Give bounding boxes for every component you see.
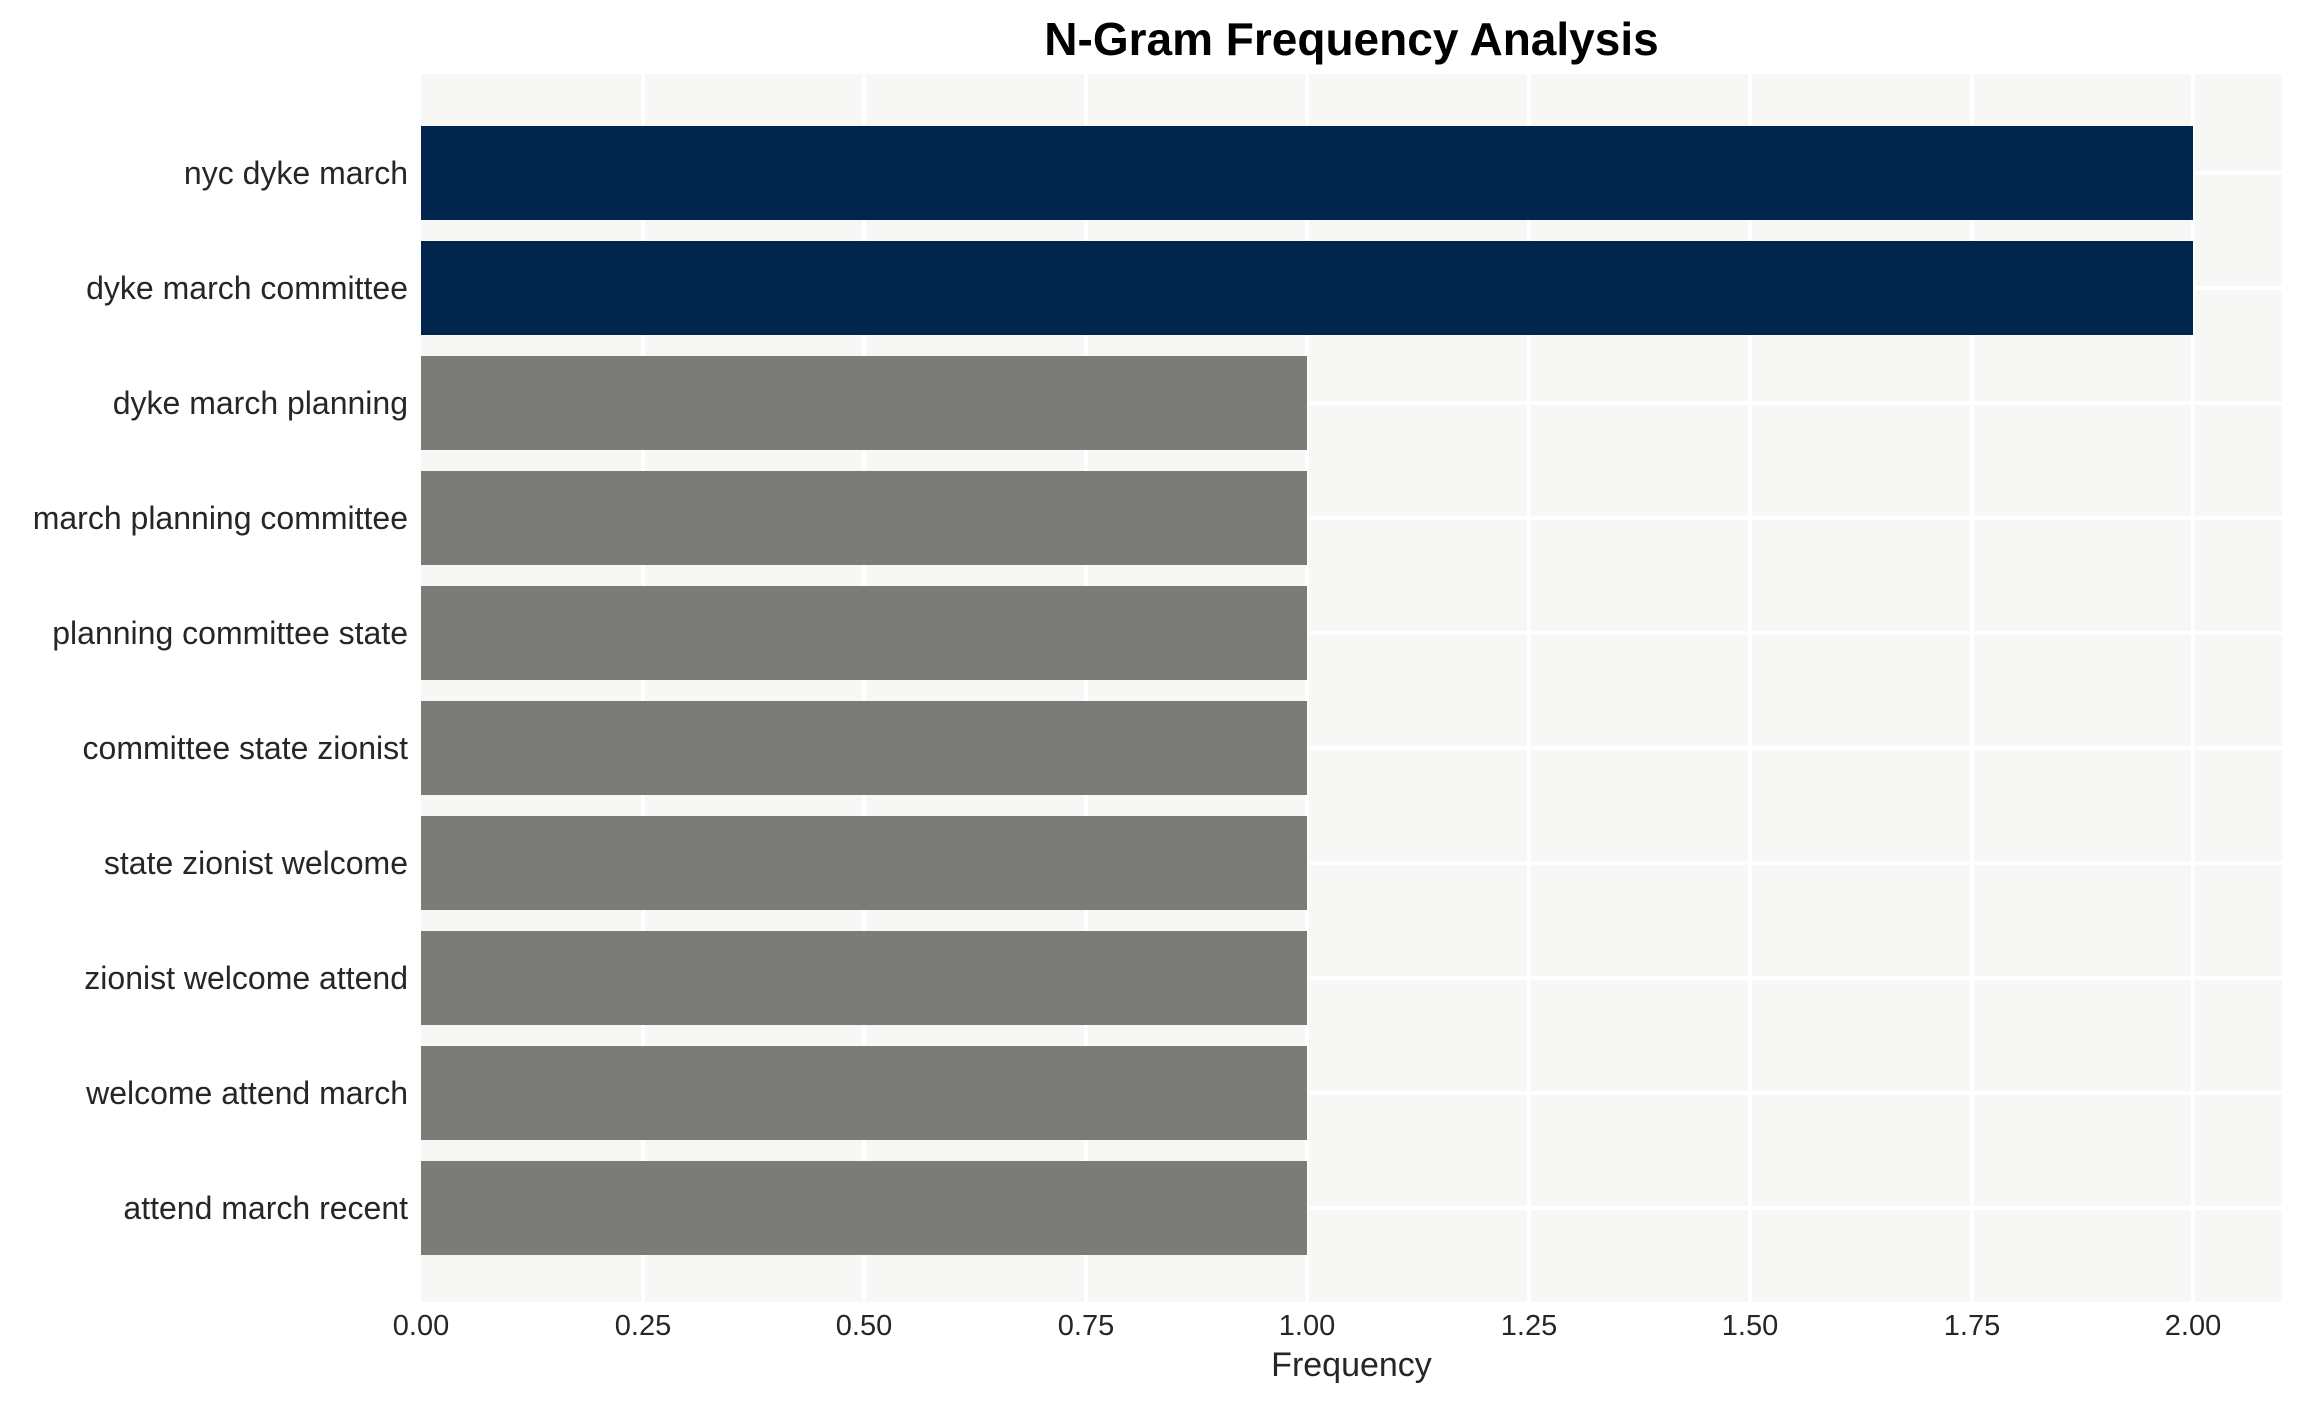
gridline-vertical — [1748, 74, 1752, 1302]
gridline-vertical — [862, 74, 866, 1302]
gridline-horizontal — [421, 631, 2282, 635]
bar — [421, 126, 2193, 220]
bar — [421, 356, 1307, 450]
x-tick-label: 1.25 — [1500, 1310, 1558, 1342]
bar — [421, 1046, 1307, 1140]
bar — [421, 586, 1307, 680]
gridline-vertical — [1970, 74, 1974, 1302]
chart-title: N-Gram Frequency Analysis — [1044, 13, 1659, 65]
bar — [421, 701, 1307, 795]
bar — [421, 816, 1307, 910]
gridline-vertical — [1305, 74, 1309, 1302]
category-label: committee state zionist — [82, 730, 408, 766]
x-tick-label: 0.50 — [835, 1310, 893, 1342]
category-label: march planning committee — [32, 500, 408, 536]
x-tick-label: 0.25 — [614, 1310, 672, 1342]
category-label: attend march recent — [123, 1190, 408, 1226]
gridline-horizontal — [421, 401, 2282, 405]
category-label: dyke march planning — [112, 385, 408, 421]
gridline-vertical — [641, 74, 645, 1302]
gridline-horizontal — [421, 1206, 2282, 1210]
category-label: dyke march committee — [86, 270, 408, 306]
bar — [421, 1161, 1307, 1255]
category-label: zionist welcome attend — [84, 960, 408, 996]
x-tick-label: 0.00 — [392, 1310, 450, 1342]
x-tick-label: 0.75 — [1057, 1310, 1115, 1342]
x-tick-label: 1.50 — [1721, 1310, 1779, 1342]
bar — [421, 241, 2193, 335]
gridline-vertical — [2191, 74, 2195, 1302]
x-tick-label: 1.00 — [1278, 1310, 1336, 1342]
gridline-vertical — [1527, 74, 1531, 1302]
gridline-vertical — [1084, 74, 1088, 1302]
gridline-horizontal — [421, 516, 2282, 520]
category-label: welcome attend march — [86, 1075, 408, 1111]
x-tick-label: 1.75 — [1943, 1310, 2001, 1342]
plot-area — [421, 74, 2282, 1302]
category-label: nyc dyke march — [183, 155, 408, 191]
gridline-horizontal — [421, 861, 2282, 865]
bar — [421, 931, 1307, 1025]
x-axis-title: Frequency — [1271, 1346, 1432, 1384]
gridline-horizontal — [421, 976, 2282, 980]
gridline-horizontal — [421, 746, 2282, 750]
bar — [421, 471, 1307, 565]
x-tick-label: 2.00 — [2164, 1310, 2222, 1342]
category-label: state zionist welcome — [103, 845, 408, 881]
category-label: planning committee state — [52, 615, 408, 651]
gridline-horizontal — [421, 1091, 2282, 1095]
